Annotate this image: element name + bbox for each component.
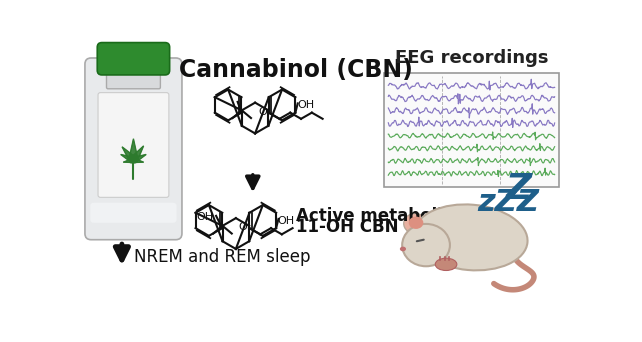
FancyBboxPatch shape [107, 69, 160, 89]
Polygon shape [121, 155, 135, 163]
Text: Z: Z [506, 172, 532, 206]
Polygon shape [123, 158, 134, 162]
Ellipse shape [402, 224, 450, 266]
FancyBboxPatch shape [85, 58, 182, 240]
Polygon shape [133, 158, 144, 162]
Text: OH: OH [196, 212, 213, 222]
FancyBboxPatch shape [97, 43, 169, 75]
FancyBboxPatch shape [91, 203, 177, 223]
Ellipse shape [414, 205, 528, 271]
Text: 11-OH CBN: 11-OH CBN [296, 218, 399, 236]
Ellipse shape [400, 247, 406, 251]
Polygon shape [130, 146, 144, 162]
FancyBboxPatch shape [98, 93, 169, 197]
Bar [384, 74, 559, 187]
Ellipse shape [435, 258, 457, 271]
Text: Cannabinol (CBN): Cannabinol (CBN) [179, 58, 413, 82]
Text: OH: OH [298, 100, 315, 110]
Text: zZZ: zZZ [477, 188, 539, 217]
Polygon shape [128, 139, 138, 160]
Text: NREM and REM sleep: NREM and REM sleep [134, 248, 311, 266]
Text: O: O [239, 222, 247, 232]
Polygon shape [122, 147, 136, 163]
Text: O: O [258, 107, 266, 117]
Text: EEG recordings: EEG recordings [395, 49, 548, 67]
Text: Active metabolite: Active metabolite [296, 207, 462, 225]
Ellipse shape [409, 216, 423, 229]
Polygon shape [132, 155, 146, 163]
Ellipse shape [404, 213, 427, 234]
Text: OH: OH [277, 216, 294, 226]
